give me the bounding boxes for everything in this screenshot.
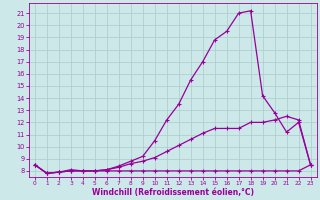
X-axis label: Windchill (Refroidissement éolien,°C): Windchill (Refroidissement éolien,°C) (92, 188, 254, 197)
